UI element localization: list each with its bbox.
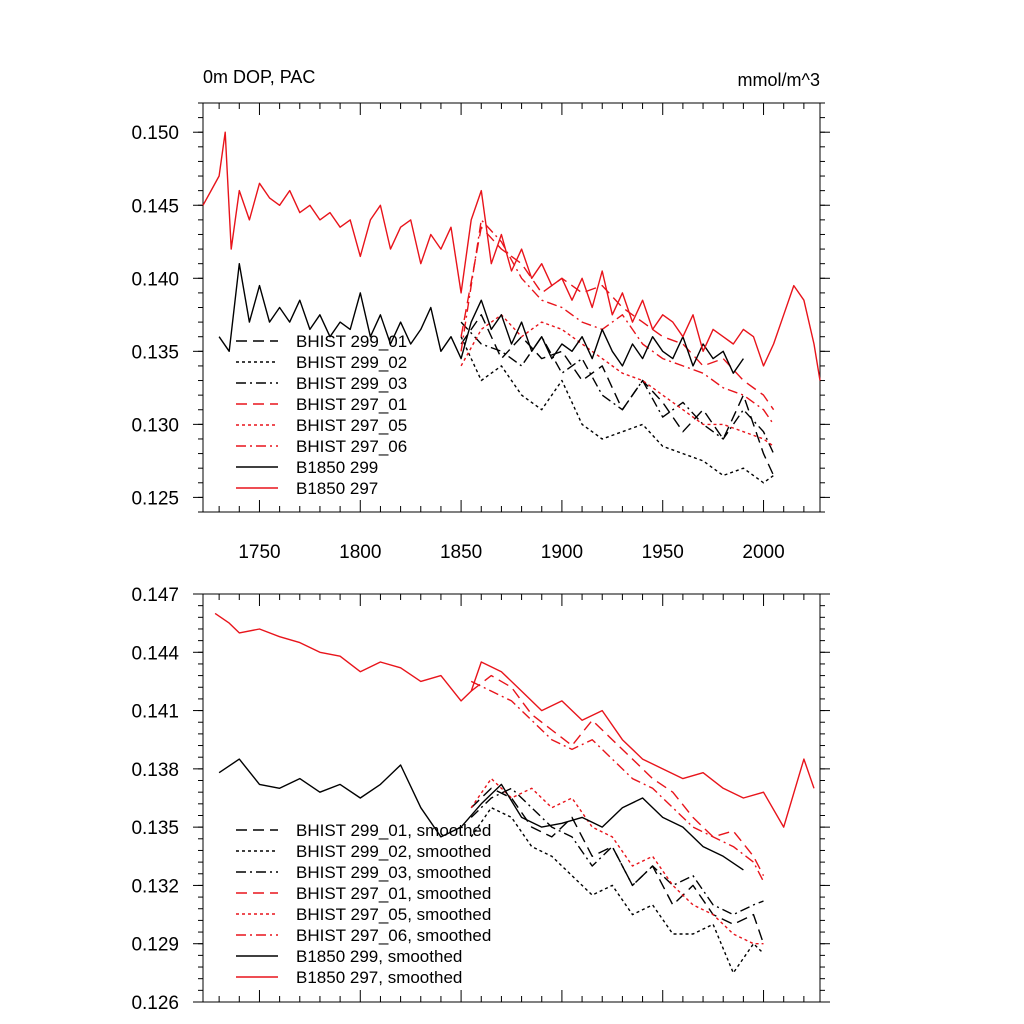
- x-tick-label: 1900: [541, 542, 583, 563]
- x-tick-label: 1850: [440, 542, 482, 563]
- series-line-4: [470, 674, 765, 877]
- chart-title: 0m DOP, PAC: [203, 67, 315, 87]
- legend-label: BHIST 299_02, smoothed: [296, 842, 491, 861]
- legend-label: B1850 299, smoothed: [296, 947, 462, 966]
- series-line-5: [470, 777, 764, 945]
- y-tick-label: 0.140: [131, 269, 179, 290]
- y-tick-label: 0.126: [131, 993, 179, 1014]
- series-line-3: [460, 321, 775, 454]
- x-tick-label: 2000: [742, 542, 784, 563]
- legend-label: B1850 297: [296, 479, 378, 498]
- legend-label: BHIST 299_03: [296, 374, 407, 393]
- bottom-panel: 0.126 0.129 0.132 0.135 0.138 0.141 0.144 0.147…: [131, 585, 830, 1014]
- series-line-5: [460, 314, 775, 447]
- series-line-3: [470, 787, 764, 916]
- series-line-6: [460, 219, 775, 425]
- series-line-7: [218, 263, 744, 374]
- series-line-1: [470, 787, 765, 944]
- y-tick-label: 0.144: [131, 643, 179, 664]
- legend-label: B1850 297, smoothed: [296, 968, 462, 987]
- plot-frame: [202, 593, 821, 1003]
- y-tick-label: 0.145: [131, 196, 179, 217]
- y-tick-label: 0.141: [131, 702, 179, 723]
- legend-label: BHIST 297_01, smoothed: [296, 884, 491, 903]
- legend-label: BHIST 297_05, smoothed: [296, 905, 491, 924]
- series-line-2: [460, 336, 775, 484]
- x-tick-label: 1800: [339, 542, 381, 563]
- legend-label: BHIST 299_02: [296, 353, 407, 372]
- legend-label: BHIST 299_01, smoothed: [296, 821, 491, 840]
- top-panel: 0m DOP, PAC mmol/m^3 1750 1800 1850 1900 195…: [131, 67, 830, 563]
- x-tick-label: 1950: [642, 542, 684, 563]
- series-line-8: [214, 612, 815, 828]
- series-line-7: [218, 758, 744, 871]
- y-tick-label: 0.135: [131, 342, 179, 363]
- y-tick-label: 0.125: [131, 488, 179, 509]
- units-label: mmol/m^3: [738, 70, 820, 90]
- legend-label: BHIST 299_03, smoothed: [296, 863, 491, 882]
- legend-label: BHIST 297_01: [296, 395, 407, 414]
- x-tick-label: 1750: [238, 542, 280, 563]
- y-tick-label: 0.147: [131, 585, 179, 606]
- series-line-2: [470, 807, 764, 974]
- legend-label: B1850 299: [296, 458, 378, 477]
- legend-label: BHIST 297_06: [296, 437, 407, 456]
- legend-label: BHIST 297_06, smoothed: [296, 926, 491, 945]
- y-tick-label: 0.135: [131, 818, 179, 839]
- y-tick-label: 0.130: [131, 415, 179, 436]
- series-line-8: [202, 131, 821, 381]
- legend-label: BHIST 297_05: [296, 416, 407, 435]
- y-tick-label: 0.132: [131, 876, 179, 897]
- legend-label: BHIST 299_01: [296, 332, 407, 351]
- y-tick-label: 0.129: [131, 935, 179, 956]
- y-tick-label: 0.138: [131, 760, 179, 781]
- series-line-6: [470, 680, 765, 882]
- y-tick-label: 0.150: [131, 123, 179, 144]
